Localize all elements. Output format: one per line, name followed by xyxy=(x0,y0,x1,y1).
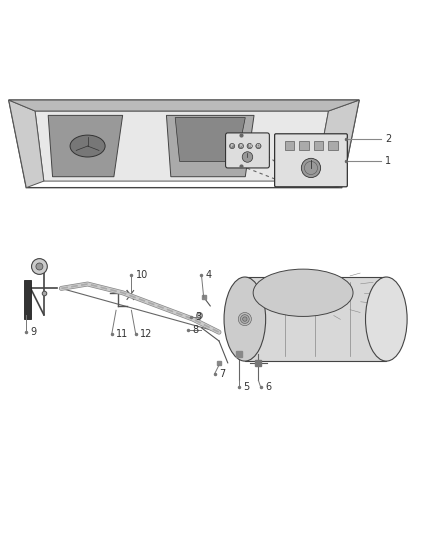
Polygon shape xyxy=(9,100,359,111)
Bar xyxy=(285,141,294,150)
Text: 5: 5 xyxy=(243,382,249,392)
Bar xyxy=(245,277,386,361)
Ellipse shape xyxy=(70,135,105,157)
Text: N: N xyxy=(248,144,251,148)
Circle shape xyxy=(36,263,43,270)
Ellipse shape xyxy=(365,277,407,361)
Ellipse shape xyxy=(238,312,251,326)
Polygon shape xyxy=(24,280,31,319)
Polygon shape xyxy=(35,111,329,181)
Text: 3: 3 xyxy=(195,312,201,322)
Bar xyxy=(328,141,338,150)
Circle shape xyxy=(301,158,321,177)
Polygon shape xyxy=(166,115,254,177)
Text: 11: 11 xyxy=(116,329,128,340)
Circle shape xyxy=(230,143,235,149)
Text: 12: 12 xyxy=(140,329,152,340)
Bar xyxy=(299,141,309,150)
Ellipse shape xyxy=(224,277,265,361)
Ellipse shape xyxy=(243,317,247,321)
Text: 10: 10 xyxy=(136,270,148,280)
FancyBboxPatch shape xyxy=(275,134,347,187)
Text: 1: 1 xyxy=(385,156,392,166)
Polygon shape xyxy=(175,118,245,161)
Circle shape xyxy=(242,152,253,162)
Polygon shape xyxy=(9,100,44,188)
Circle shape xyxy=(32,259,47,274)
Text: 7: 7 xyxy=(219,369,225,379)
Text: 6: 6 xyxy=(265,382,271,392)
Circle shape xyxy=(247,143,252,149)
Text: R: R xyxy=(240,144,242,148)
Ellipse shape xyxy=(240,314,249,324)
Text: D: D xyxy=(257,144,260,148)
Bar xyxy=(314,141,323,150)
Text: P: P xyxy=(231,144,233,148)
Text: 4: 4 xyxy=(206,270,212,280)
Circle shape xyxy=(256,143,261,149)
Text: 2: 2 xyxy=(385,134,392,144)
Text: 8: 8 xyxy=(193,325,199,335)
Polygon shape xyxy=(48,115,123,177)
Polygon shape xyxy=(315,100,359,188)
Text: 9: 9 xyxy=(31,327,37,337)
Ellipse shape xyxy=(253,269,353,317)
FancyBboxPatch shape xyxy=(226,133,269,168)
Circle shape xyxy=(238,143,244,149)
